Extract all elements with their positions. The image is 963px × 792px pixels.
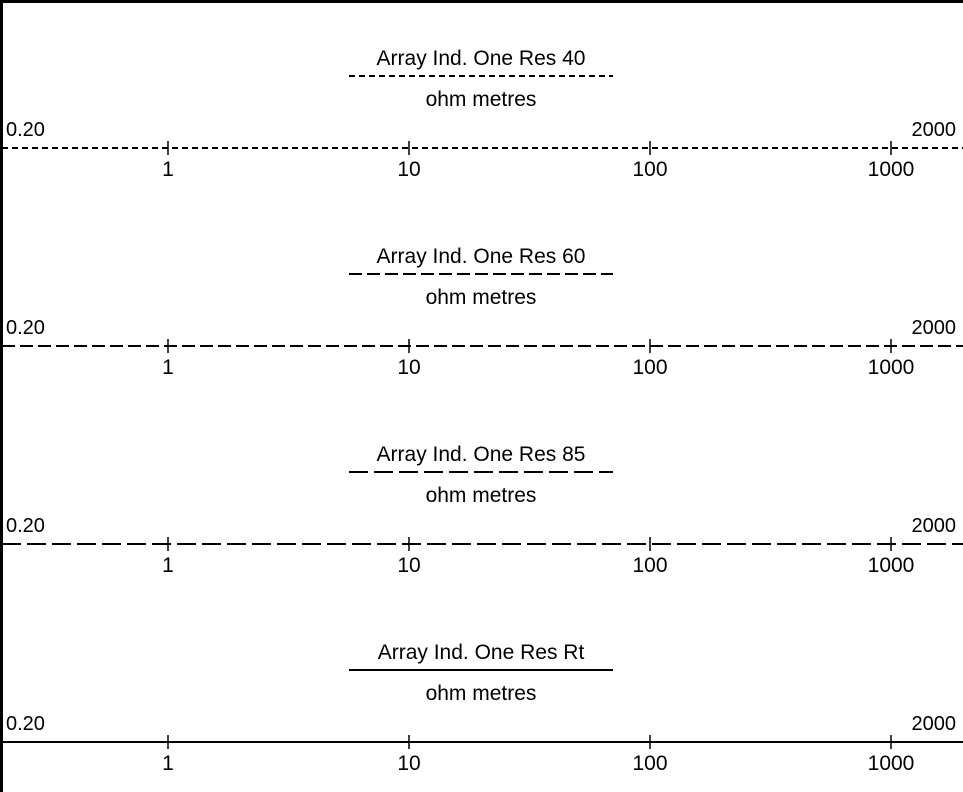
tick-label: 1: [162, 554, 174, 577]
tick-label: 1000: [868, 752, 915, 775]
scale-min-label: 0.20: [6, 317, 45, 339]
track-header: Array Ind. One Res 60 ohm metres 0.20 20…: [2, 245, 963, 379]
tick-label: 10: [397, 554, 420, 577]
tick-label: 1000: [868, 356, 915, 379]
tick-label: 1000: [868, 158, 915, 181]
track-unit: ohm metres: [426, 286, 537, 309]
scale-max-label: 2000: [912, 119, 957, 141]
tick-label: 1000: [868, 554, 915, 577]
tick-label: 100: [632, 158, 667, 181]
track-header: Array Ind. One Res 85 ohm metres 0.20 20…: [2, 443, 963, 577]
track-header: Array Ind. One Res 40 ohm metres 0.20 20…: [2, 47, 963, 181]
scale-max-label: 2000: [912, 317, 957, 339]
tick-label: 1: [162, 752, 174, 775]
scale-min-label: 0.20: [6, 515, 45, 537]
tick-label: 10: [397, 356, 420, 379]
tick-label: 10: [397, 752, 420, 775]
track-header: Array Ind. One Res Rt ohm metres 0.20 20…: [2, 641, 963, 775]
track-title: Array Ind. One Res 40: [377, 47, 586, 70]
tick-label: 100: [632, 554, 667, 577]
track-title: Array Ind. One Res 85: [377, 443, 586, 466]
track-title: Array Ind. One Res 60: [377, 245, 586, 268]
tick-label: 1: [162, 356, 174, 379]
tick-label: 100: [632, 752, 667, 775]
tick-label: 1: [162, 158, 174, 181]
track-unit: ohm metres: [426, 88, 537, 111]
track-unit: ohm metres: [426, 682, 537, 705]
tick-label: 10: [397, 158, 420, 181]
track-title: Array Ind. One Res Rt: [378, 641, 585, 664]
scale-max-label: 2000: [912, 515, 957, 537]
tick-label: 100: [632, 356, 667, 379]
scale-min-label: 0.20: [6, 119, 45, 141]
scale-min-label: 0.20: [6, 713, 45, 735]
scale-max-label: 2000: [912, 713, 957, 735]
track-unit: ohm metres: [426, 484, 537, 507]
